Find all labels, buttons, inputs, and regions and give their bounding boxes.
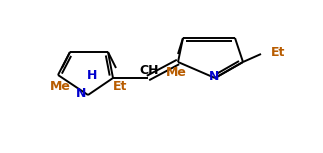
Text: CH: CH (139, 64, 159, 77)
Text: N: N (76, 86, 86, 99)
Text: N: N (209, 69, 219, 82)
Text: H: H (87, 69, 97, 82)
Text: Et: Et (271, 45, 286, 58)
Text: Me: Me (49, 80, 70, 93)
Text: Me: Me (166, 66, 186, 79)
Text: Et: Et (113, 80, 127, 93)
